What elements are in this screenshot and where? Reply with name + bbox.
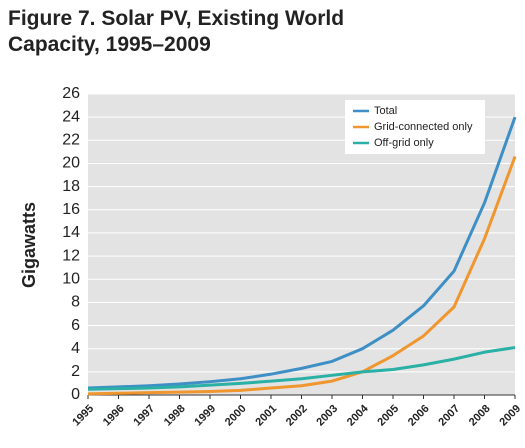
x-tick-label: 2008 <box>467 403 493 429</box>
x-tick-label: 2004 <box>345 402 371 428</box>
x-tick-label: 2009 <box>497 403 523 429</box>
x-tick-label: 1997 <box>131 403 157 429</box>
series-line <box>87 155 517 396</box>
series-line <box>87 116 517 390</box>
y-tick-label: 26 <box>62 85 80 102</box>
x-tick-label: 1996 <box>101 403 127 429</box>
y-tick-label: 4 <box>71 340 80 357</box>
x-tick-label: 2002 <box>284 403 310 429</box>
legend-label: Grid-connected only <box>374 121 473 133</box>
y-axis-label: Gigawatts <box>19 202 39 288</box>
x-tick-label: 2000 <box>223 403 249 429</box>
y-tick-label: 8 <box>71 294 80 311</box>
x-tick-label: 2007 <box>436 403 462 429</box>
y-tick-label: 10 <box>62 270 80 287</box>
legend-label: Total <box>374 105 397 117</box>
y-tick-label: 16 <box>62 201 80 218</box>
series-line <box>87 346 516 391</box>
x-tick-label: 1995 <box>70 403 96 429</box>
y-tick-label: 12 <box>62 247 80 264</box>
y-tick-label: 14 <box>62 224 80 241</box>
y-tick-label: 24 <box>62 108 80 125</box>
chart-title: Figure 7. Solar PV, Existing World Capac… <box>8 7 345 56</box>
y-tick-label: 0 <box>71 386 80 403</box>
x-tick-label: 2001 <box>253 403 279 429</box>
x-tick-label: 2005 <box>375 403 401 429</box>
y-tick-label: 18 <box>62 178 80 195</box>
y-tick-label: 20 <box>62 155 80 172</box>
legend: Total Grid-connected only Off-grid only <box>345 100 485 154</box>
x-tick-label: 2003 <box>314 403 340 429</box>
x-tick-label: 1999 <box>192 403 218 429</box>
x-tick-label: 2006 <box>406 403 432 429</box>
legend-label: Off-grid only <box>374 137 434 149</box>
x-tick-label: 1998 <box>162 403 188 429</box>
y-tick-label: 6 <box>71 317 80 334</box>
y-tick-label: 2 <box>71 363 80 380</box>
y-tick-label: 22 <box>62 132 80 149</box>
